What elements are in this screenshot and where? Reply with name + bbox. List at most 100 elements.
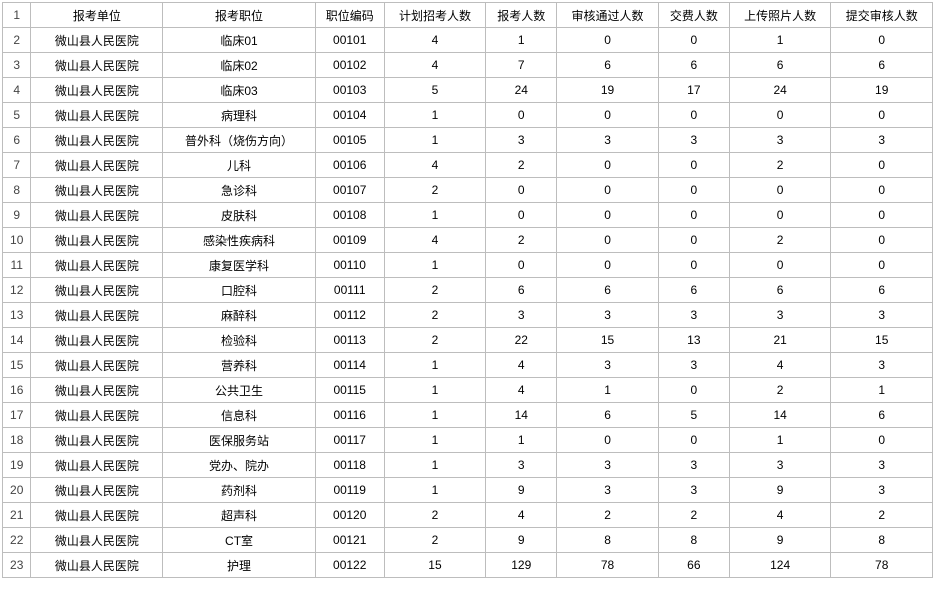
cell: 3	[729, 303, 831, 328]
cell: 3	[486, 453, 557, 478]
cell: 麻醉科	[163, 303, 315, 328]
row-number: 14	[3, 328, 31, 353]
row-number: 19	[3, 453, 31, 478]
cell: 1	[557, 378, 659, 403]
cell: 2	[384, 178, 486, 203]
cell: 17	[658, 78, 729, 103]
cell: 微山县人民医院	[31, 453, 163, 478]
cell: 0	[658, 253, 729, 278]
row-number: 3	[3, 53, 31, 78]
cell: 7	[486, 53, 557, 78]
cell: 124	[729, 553, 831, 578]
cell: 13	[658, 328, 729, 353]
table-row: 20微山县人民医院药剂科00119193393	[3, 478, 933, 503]
cell: 0	[658, 103, 729, 128]
cell: 0	[729, 178, 831, 203]
cell: 1	[486, 28, 557, 53]
cell: 0	[831, 228, 933, 253]
cell: 微山县人民医院	[31, 28, 163, 53]
cell: 病理科	[163, 103, 315, 128]
cell: 3	[658, 353, 729, 378]
cell: 00119	[315, 478, 384, 503]
cell: 00117	[315, 428, 384, 453]
cell: 3	[658, 478, 729, 503]
table-row: 2微山县人民医院临床0100101410010	[3, 28, 933, 53]
cell: 0	[831, 428, 933, 453]
cell: 3	[486, 128, 557, 153]
cell: 1	[384, 203, 486, 228]
cell: 3	[658, 453, 729, 478]
cell: 1	[384, 103, 486, 128]
cell: 9	[486, 478, 557, 503]
cell: 3	[729, 128, 831, 153]
cell: 微山县人民医院	[31, 128, 163, 153]
cell: 2	[384, 278, 486, 303]
cell: 6	[831, 403, 933, 428]
col-header-unit: 报考单位	[31, 3, 163, 28]
cell: 微山县人民医院	[31, 153, 163, 178]
cell: 党办、院办	[163, 453, 315, 478]
table-row: 3微山县人民医院临床0200102476666	[3, 53, 933, 78]
cell: CT室	[163, 528, 315, 553]
cell: 24	[729, 78, 831, 103]
table-row: 15微山县人民医院营养科00114143343	[3, 353, 933, 378]
row-number: 15	[3, 353, 31, 378]
cell: 0	[658, 28, 729, 53]
cell: 3	[557, 353, 659, 378]
cell: 微山县人民医院	[31, 528, 163, 553]
cell: 0	[658, 428, 729, 453]
cell: 3	[831, 453, 933, 478]
cell: 78	[557, 553, 659, 578]
row-number: 20	[3, 478, 31, 503]
cell: 4	[486, 378, 557, 403]
row-number: 9	[3, 203, 31, 228]
cell: 1	[384, 353, 486, 378]
cell: 4	[384, 53, 486, 78]
cell: 15	[557, 328, 659, 353]
cell: 超声科	[163, 503, 315, 528]
cell: 1	[384, 453, 486, 478]
cell: 普外科（烧伤方向）	[163, 128, 315, 153]
cell: 2	[729, 153, 831, 178]
cell: 0	[729, 253, 831, 278]
cell: 急诊科	[163, 178, 315, 203]
cell: 微山县人民医院	[31, 428, 163, 453]
cell: 1	[486, 428, 557, 453]
cell: 3	[831, 478, 933, 503]
cell: 1	[384, 253, 486, 278]
cell: 3	[658, 303, 729, 328]
cell: 2	[384, 303, 486, 328]
row-number: 11	[3, 253, 31, 278]
table-row: 8微山县人民医院急诊科00107200000	[3, 178, 933, 203]
cell: 00121	[315, 528, 384, 553]
row-number: 18	[3, 428, 31, 453]
cell: 微山县人民医院	[31, 403, 163, 428]
cell: 14	[729, 403, 831, 428]
cell: 临床03	[163, 78, 315, 103]
cell: 24	[486, 78, 557, 103]
cell: 6	[831, 278, 933, 303]
cell: 3	[486, 303, 557, 328]
cell: 6	[658, 53, 729, 78]
col-header-code: 职位编码	[315, 3, 384, 28]
cell: 22	[486, 328, 557, 353]
table-row: 4微山县人民医院临床030010352419172419	[3, 78, 933, 103]
row-number: 16	[3, 378, 31, 403]
cell: 9	[486, 528, 557, 553]
table-row: 22微山县人民医院CT室00121298898	[3, 528, 933, 553]
cell: 0	[831, 28, 933, 53]
cell: 14	[486, 403, 557, 428]
cell: 3	[557, 453, 659, 478]
cell: 00112	[315, 303, 384, 328]
row-number: 7	[3, 153, 31, 178]
cell: 2	[557, 503, 659, 528]
cell: 8	[658, 528, 729, 553]
cell: 4	[384, 228, 486, 253]
cell: 9	[729, 528, 831, 553]
cell: 2	[486, 228, 557, 253]
table-row: 23微山县人民医院护理0012215129786612478	[3, 553, 933, 578]
row-number: 22	[3, 528, 31, 553]
row-number: 23	[3, 553, 31, 578]
cell: 0	[658, 378, 729, 403]
cell: 6	[658, 278, 729, 303]
